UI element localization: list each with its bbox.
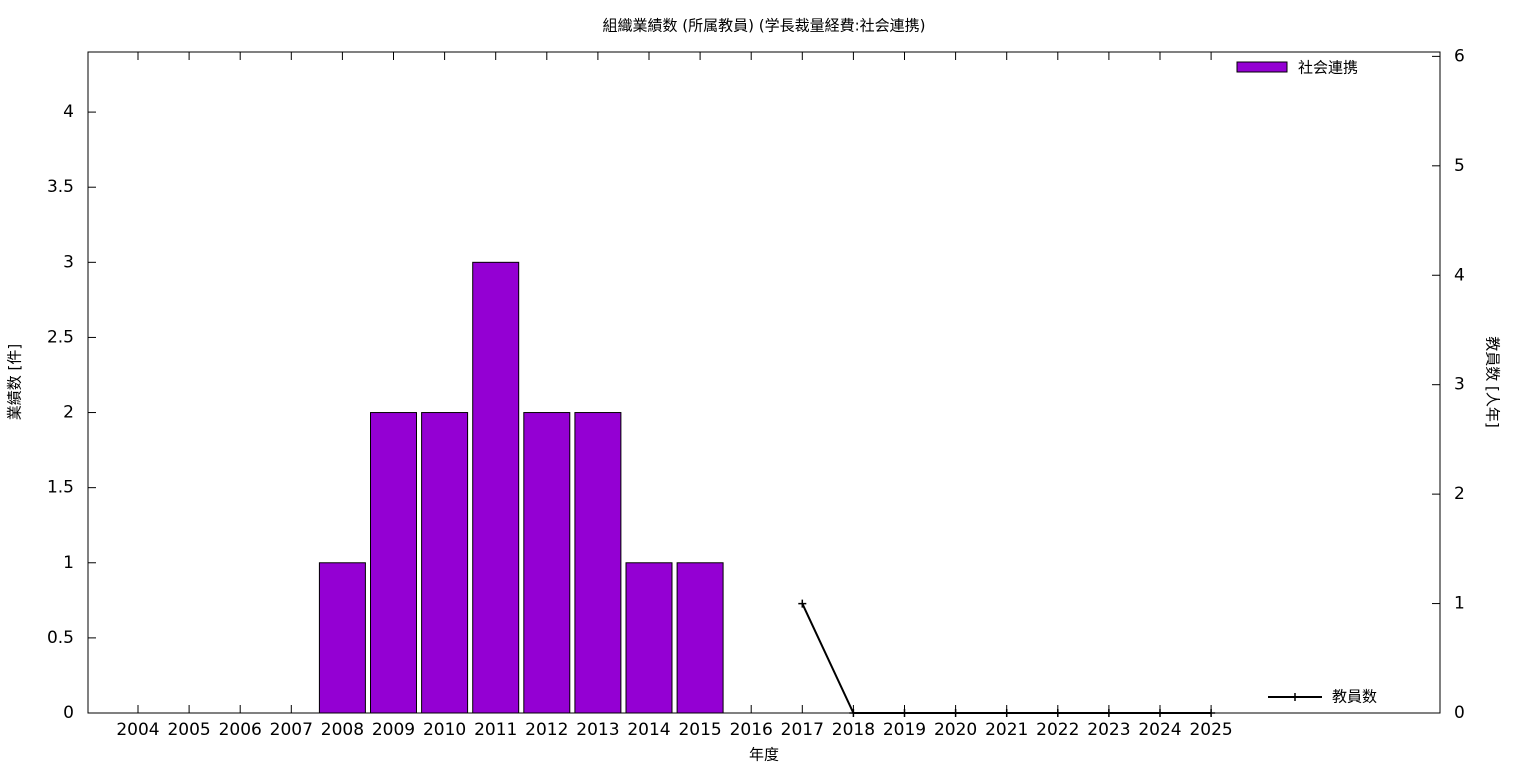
legend-label: 教員数: [1332, 688, 1377, 706]
chart-title: 組織業績数 (所属教員) (学長裁量経費:社会連携): [602, 17, 925, 35]
x-tick-label: 2011: [474, 720, 517, 740]
point: [1207, 709, 1216, 717]
y-tick-label: 0: [63, 703, 74, 723]
y-tick-label: 3.5: [47, 177, 74, 197]
x-tick-label: 2004: [116, 720, 159, 740]
y-tick-label: 2: [63, 403, 74, 423]
y-tick-label: 2.5: [47, 327, 74, 347]
x-tick-label: 2025: [1189, 720, 1232, 740]
x-tick-label: 2017: [781, 720, 824, 740]
point: [1156, 709, 1164, 717]
legend-swatch: [1236, 61, 1288, 73]
y2-tick-label: 4: [1454, 265, 1465, 285]
point: [951, 709, 960, 717]
x-tick-label: 2019: [883, 720, 926, 740]
point: [1104, 709, 1113, 717]
x-tick-label: 2016: [730, 720, 773, 740]
legend-marker: [1291, 693, 1299, 701]
bar: [421, 412, 469, 714]
point: [1053, 709, 1062, 717]
x-tick-label: 2007: [270, 720, 313, 740]
x-tick-label: 2015: [678, 720, 721, 740]
x-tick-label: 2005: [167, 720, 210, 740]
y2-axis-label: 教員数 [人年]: [1484, 336, 1502, 427]
y2-tick-label: 5: [1454, 156, 1465, 176]
x-tick-label: 2018: [832, 720, 875, 740]
y-tick-label: 1.5: [47, 478, 74, 498]
x-tick-label: 2012: [525, 720, 568, 740]
bar: [574, 412, 622, 714]
x-tick-label: 2014: [627, 720, 670, 740]
y-tick-label: 1: [63, 553, 74, 573]
x-tick-label: 2020: [934, 720, 977, 740]
y2-tick-label: 2: [1454, 484, 1465, 504]
bar: [318, 562, 366, 714]
bar: [523, 412, 571, 714]
y-tick-label: 3: [63, 252, 74, 272]
bar: [472, 261, 520, 714]
x-tick-label: 2021: [985, 720, 1028, 740]
legend-label: 社会連携: [1298, 59, 1358, 77]
x-tick-label: 2006: [219, 720, 262, 740]
x-axis-label: 年度: [749, 746, 779, 764]
bar: [625, 562, 673, 714]
y-tick-label: 4: [63, 102, 74, 122]
x-tick-label: 2009: [372, 720, 415, 740]
x-tick-label: 2022: [1036, 720, 1079, 740]
line: [801, 603, 1212, 714]
x-tick-label: 2023: [1087, 720, 1130, 740]
point: [1002, 709, 1011, 717]
y2-tick-label: 1: [1454, 594, 1465, 614]
x-tick-label: 2024: [1138, 720, 1181, 740]
y2-tick-label: 6: [1454, 46, 1465, 66]
x-tick-label: 2008: [321, 720, 364, 740]
plot-frame: [87, 51, 1441, 714]
point: [849, 709, 858, 717]
x-tick-label: 2013: [576, 720, 619, 740]
point: [798, 599, 807, 608]
point: [900, 709, 909, 717]
bar: [676, 562, 724, 714]
y-axis-label: 業績数 [件]: [6, 344, 24, 420]
x-tick-label: 2010: [423, 720, 466, 740]
bar: [370, 412, 417, 714]
y2-tick-label: 0: [1454, 703, 1465, 723]
y2-tick-label: 3: [1454, 375, 1465, 395]
y-tick-label: 0.5: [47, 628, 74, 648]
